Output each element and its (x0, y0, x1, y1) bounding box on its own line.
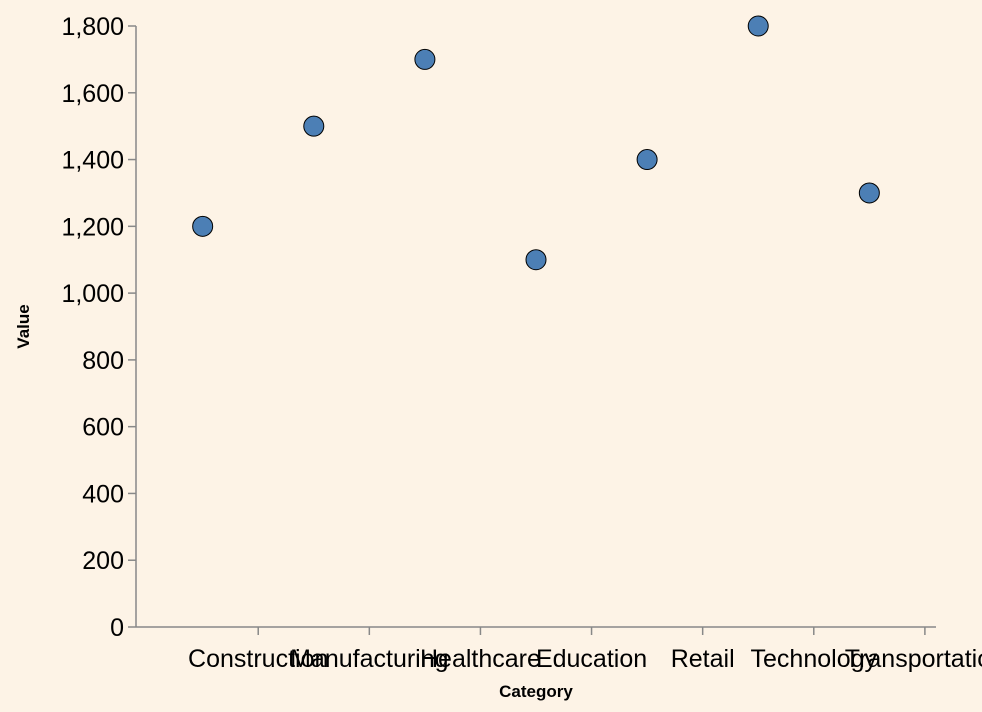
y-tick-label: 1,200 (61, 213, 124, 241)
y-tick-label: 200 (82, 547, 124, 575)
y-tick-label: 400 (82, 480, 124, 508)
y-tick-label: 1,400 (61, 147, 124, 175)
y-tick-label: 1,000 (61, 280, 124, 308)
data-point[interactable] (192, 215, 214, 237)
y-tick-label: 1,800 (61, 13, 124, 41)
data-points (192, 15, 880, 271)
data-point[interactable] (747, 15, 769, 37)
x-axis-title: Category (499, 682, 573, 701)
data-point[interactable] (414, 48, 436, 70)
y-axis-title: Value (14, 304, 33, 348)
y-tick-label: 0 (110, 614, 124, 642)
x-tick-label: Retail (671, 645, 735, 673)
data-point[interactable] (525, 249, 547, 271)
y-tick-label: 1,600 (61, 80, 124, 108)
y-axis: 0 200 400 600 800 1,000 1,200 1,400 1,600 1,800 (61, 13, 137, 642)
x-tick-label: Healthcare (420, 645, 541, 673)
y-tick-label: 600 (82, 414, 124, 442)
data-point[interactable] (303, 115, 325, 137)
x-tick-label: Construction (188, 645, 328, 673)
x-axis: ConstructionManufacturingHealthcareEduca… (136, 626, 982, 673)
x-tick-label: Education (536, 645, 647, 673)
data-point[interactable] (858, 182, 880, 204)
data-point[interactable] (636, 149, 658, 171)
x-tick-label: Technology (751, 645, 878, 673)
y-tick-label: 800 (82, 347, 124, 375)
x-tick-label: Manufacturing (290, 645, 448, 673)
x-tick-label: Transportation (845, 645, 982, 673)
